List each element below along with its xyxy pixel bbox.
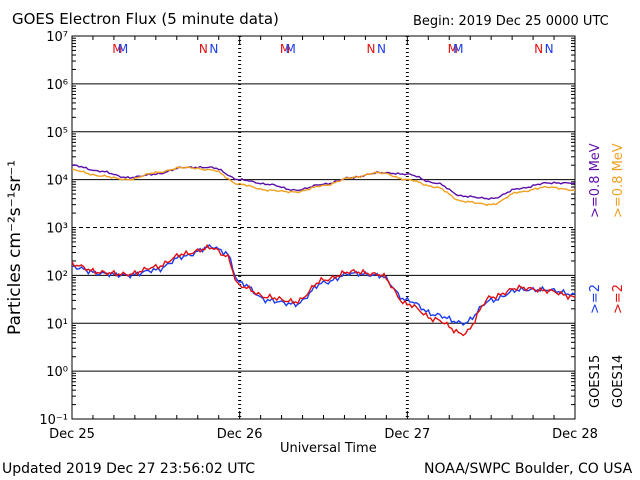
updated-time: Updated 2019 Dec 27 23:56:02 UTC [2, 461, 256, 477]
begin-time: Begin: 2019 Dec 25 0000 UTC [413, 14, 609, 29]
x-tick-label: Dec 27 [384, 427, 430, 442]
series-goes15-high [71, 164, 576, 201]
legend-goes15-low: >=2 [588, 283, 603, 314]
legend-goes15-high: >=0.8 MeV [588, 143, 603, 218]
series-goes15-low [71, 243, 576, 326]
y-tick-label: 10⁻¹ [39, 413, 68, 428]
legend-goes14: GOES14 [611, 354, 626, 408]
legend-goes14-high: >=0.8 MeV [611, 143, 626, 218]
midnight-marker: M [112, 42, 122, 56]
y-tick-label: 10² [46, 269, 68, 284]
midnight-marker: M [118, 42, 128, 56]
legend-goes14-low: >=2 [611, 283, 626, 314]
midnight-marker: M [280, 42, 290, 56]
series-goes14-low [71, 243, 576, 337]
noon-marker: N [545, 42, 554, 56]
y-axis-label: Particles cm⁻²s⁻¹sr⁻¹ [5, 159, 25, 335]
y-tick-label: 10⁴ [46, 174, 68, 189]
y-tick-label: 10⁶ [46, 78, 68, 93]
midnight-marker: M [453, 42, 463, 56]
credit: NOAA/SWPC Boulder, CO USA [424, 461, 633, 477]
y-tick-label: 10¹ [46, 317, 68, 332]
x-tick-label: Dec 25 [49, 427, 95, 442]
x-tick-label: Dec 26 [217, 427, 263, 442]
midnight-marker: M [285, 42, 295, 56]
y-tick-label: 10³ [46, 222, 68, 237]
x-tick-label: Dec 28 [552, 427, 598, 442]
y-tick-label: 10⁰ [46, 365, 68, 380]
y-tick-label: 10⁵ [46, 126, 68, 141]
noon-marker: N [534, 42, 543, 56]
legend-goes15: GOES15 [588, 354, 603, 408]
noon-marker: N [367, 42, 376, 56]
chart-title: GOES Electron Flux (5 minute data) [12, 10, 279, 28]
noon-marker: N [199, 42, 208, 56]
noon-marker: N [377, 42, 386, 56]
x-axis-label: Universal Time [280, 441, 377, 456]
series-goes14-high [71, 166, 576, 207]
y-tick-label: 10⁷ [46, 30, 68, 45]
noon-marker: N [209, 42, 218, 56]
midnight-marker: M [448, 42, 458, 56]
